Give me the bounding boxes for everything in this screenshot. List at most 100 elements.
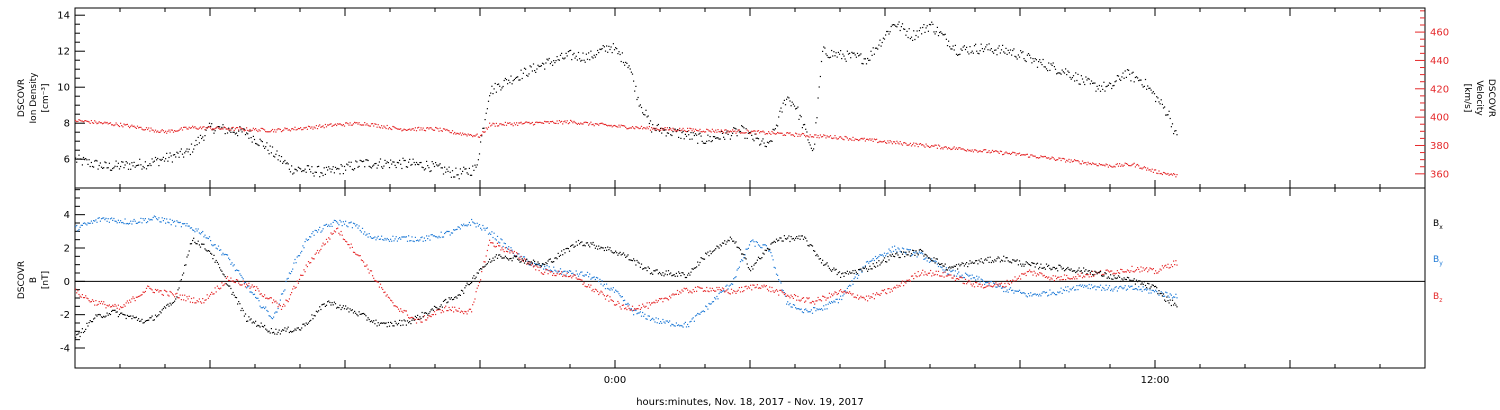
velocity-point [388,127,391,129]
bx-point [125,317,127,320]
by-point [175,225,177,227]
bx-point [316,311,319,313]
bz-point [680,292,682,294]
ion-density-point [604,50,607,52]
bz-point [249,287,251,289]
bz-point [481,271,483,273]
by-point [439,236,441,239]
velocity-point [1049,158,1051,160]
ion-density-point [77,158,79,160]
by-point [331,225,333,227]
velocity-point [282,130,284,132]
bx-point [321,304,323,306]
bz-point [591,290,593,292]
ion-density-point [948,40,950,42]
ion-density-point [879,39,881,41]
bx-point [885,261,887,263]
velocity-point [210,127,212,129]
velocity-point [584,121,586,123]
velocity-point [90,120,92,122]
bx-point [152,319,154,321]
by-point [210,240,212,242]
velocity-point [161,129,163,131]
velocity-point [1080,163,1082,165]
ion-density-point [271,146,274,148]
bz-point [998,283,1000,285]
by-point [870,260,872,262]
bz-point [972,283,974,285]
ion-density-point [1115,80,1117,82]
ion-density-point [286,162,288,164]
by-point [967,274,969,276]
bx-point [921,250,923,252]
bz-point [136,296,139,298]
bx-point [303,323,305,325]
bz-point [264,294,266,296]
bx-point [1017,264,1019,266]
by-point [728,285,730,287]
velocity-point [723,132,725,134]
bz-point [1140,266,1142,268]
velocity-point [1034,155,1036,157]
ion-density-point [140,164,142,166]
bx-point [710,253,712,255]
ion-density-point [905,34,907,36]
bx-point [558,255,560,257]
ion-density-point [789,100,791,102]
velocity-point [868,139,870,141]
bx-point [359,313,361,315]
bz-point [423,315,425,317]
by-point [428,235,430,237]
bz-point [451,306,454,308]
by-point [1171,297,1174,299]
by-point [951,270,953,272]
velocity-point [219,128,221,130]
ion-density-point [1077,73,1079,75]
bz-point [350,243,352,245]
bz-point [239,284,241,286]
bz-point [102,303,104,305]
by-point [778,279,780,281]
ion-density-point [330,171,332,173]
bz-point [1030,271,1032,273]
bx-point [239,303,241,305]
ion-density-point [746,137,748,139]
bz-point [403,309,405,312]
ion-density-point [638,105,640,107]
by-point [197,228,199,230]
ion-density-point [256,143,258,145]
by-point [433,235,436,237]
ion-density-point [1039,59,1041,61]
ion-density-point [733,127,735,129]
bz-point [122,306,124,308]
ion-density-point [429,170,431,173]
ion-density-point [871,54,873,56]
bz-point [421,321,423,323]
bz-point [532,266,535,268]
velocity-point [373,125,375,127]
bx-point [342,305,344,307]
bz-point [976,282,978,284]
velocity-point [177,130,179,132]
ion-density-point [1164,106,1166,108]
ion-density-point [496,83,499,86]
by-point [765,245,767,247]
velocity-point [496,125,499,127]
bz-point [604,298,607,300]
bz-point [426,319,428,321]
bx-point [273,331,275,333]
by-point [349,222,351,224]
by-point [1032,294,1034,296]
bz-point [1018,275,1021,277]
by-point [914,252,916,254]
by-point [820,308,823,310]
bx-point [413,319,415,321]
by-point [805,308,807,310]
ion-density-point [265,146,267,148]
by-point [814,307,816,309]
bx-point [504,255,506,257]
by-point [580,271,582,273]
bz-point [118,308,121,310]
bz-point [548,270,550,272]
ion-density-point [1031,62,1033,64]
